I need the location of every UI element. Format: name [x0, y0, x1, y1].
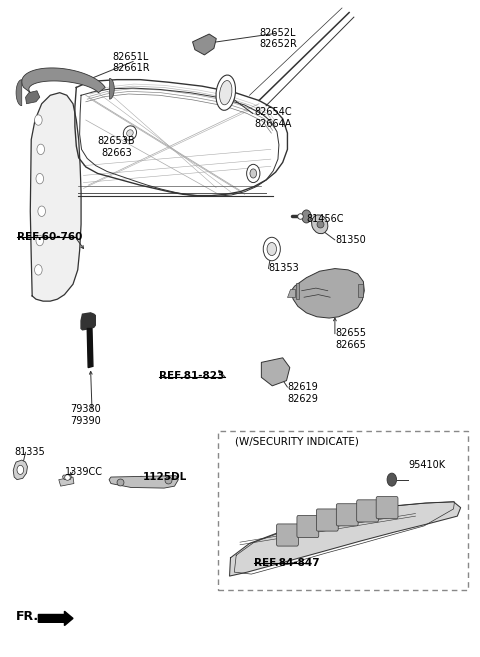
- Text: (W/SECURITY INDICATE): (W/SECURITY INDICATE): [235, 437, 359, 447]
- Text: 81353: 81353: [268, 263, 299, 273]
- Polygon shape: [358, 284, 363, 297]
- Polygon shape: [109, 78, 114, 99]
- Text: 81335: 81335: [14, 447, 46, 457]
- Text: FR.: FR.: [16, 610, 39, 623]
- Text: 82619
82629: 82619 82629: [288, 382, 318, 403]
- FancyBboxPatch shape: [276, 524, 299, 546]
- Text: 1339CC: 1339CC: [64, 466, 102, 476]
- Ellipse shape: [216, 75, 236, 110]
- Text: 81350: 81350: [335, 235, 366, 244]
- Polygon shape: [288, 290, 295, 297]
- Text: 79380
79390: 79380 79390: [71, 404, 101, 426]
- Polygon shape: [30, 93, 81, 301]
- FancyBboxPatch shape: [297, 516, 319, 537]
- Text: REF.81-823: REF.81-823: [159, 371, 225, 382]
- Circle shape: [36, 235, 44, 246]
- Polygon shape: [13, 460, 27, 480]
- Polygon shape: [296, 283, 300, 299]
- FancyBboxPatch shape: [316, 509, 338, 531]
- Text: 1125DL: 1125DL: [143, 472, 187, 482]
- Circle shape: [250, 169, 257, 178]
- Polygon shape: [62, 474, 72, 480]
- Text: 82653B
82663: 82653B 82663: [98, 136, 135, 158]
- Polygon shape: [109, 476, 179, 488]
- Circle shape: [247, 164, 260, 183]
- Polygon shape: [81, 313, 96, 330]
- Polygon shape: [16, 79, 22, 106]
- Polygon shape: [59, 477, 74, 486]
- Bar: [218, 431, 468, 591]
- Polygon shape: [192, 34, 216, 55]
- Circle shape: [17, 465, 24, 474]
- FancyBboxPatch shape: [376, 497, 398, 519]
- Text: 95410K: 95410K: [408, 460, 445, 470]
- Text: 82654C
82664A: 82654C 82664A: [254, 107, 292, 129]
- Circle shape: [267, 242, 276, 256]
- Polygon shape: [25, 91, 40, 104]
- Ellipse shape: [312, 215, 328, 234]
- Ellipse shape: [123, 126, 136, 141]
- Text: 81456C: 81456C: [306, 214, 344, 224]
- Polygon shape: [291, 269, 364, 318]
- Circle shape: [35, 265, 42, 275]
- Circle shape: [35, 115, 42, 125]
- Ellipse shape: [127, 130, 133, 137]
- Polygon shape: [22, 68, 105, 93]
- Text: 82652L
82652R: 82652L 82652R: [259, 28, 297, 49]
- Circle shape: [36, 173, 44, 184]
- Circle shape: [37, 144, 45, 154]
- Text: 82655
82665: 82655 82665: [335, 328, 366, 350]
- Circle shape: [387, 473, 396, 486]
- FancyBboxPatch shape: [357, 500, 379, 522]
- FancyArrow shape: [38, 611, 73, 625]
- Text: REF.60-760: REF.60-760: [17, 232, 83, 242]
- FancyBboxPatch shape: [336, 504, 358, 526]
- Ellipse shape: [219, 81, 232, 105]
- Polygon shape: [261, 358, 290, 386]
- Circle shape: [301, 210, 311, 223]
- Circle shape: [263, 237, 280, 261]
- Circle shape: [38, 206, 46, 216]
- Text: 82651L
82661R: 82651L 82661R: [112, 52, 150, 73]
- Text: REF.84-847: REF.84-847: [254, 558, 320, 568]
- Polygon shape: [87, 328, 93, 367]
- Polygon shape: [229, 502, 461, 576]
